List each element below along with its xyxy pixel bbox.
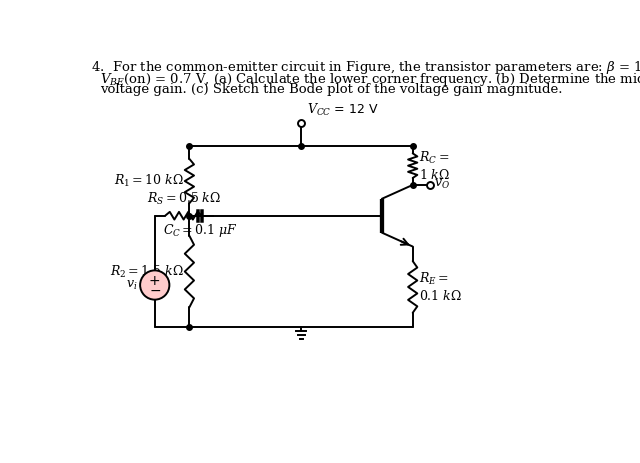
- Text: $v_i$: $v_i$: [125, 278, 137, 292]
- Circle shape: [140, 270, 170, 300]
- Text: $C_C = 0.1\ \mu F$: $C_C = 0.1\ \mu F$: [163, 222, 237, 239]
- Text: $V_{CC}$ = 12 V: $V_{CC}$ = 12 V: [307, 102, 379, 118]
- Text: $v_O$: $v_O$: [435, 178, 451, 192]
- Text: $R_1 = 10\ k\Omega$: $R_1 = 10\ k\Omega$: [113, 173, 183, 189]
- Text: $R_C =$
$1\ k\Omega$: $R_C =$ $1\ k\Omega$: [419, 150, 450, 182]
- Text: voltage gain. (c) Sketch the Bode plot of the voltage gain magnitude.: voltage gain. (c) Sketch the Bode plot o…: [100, 82, 563, 95]
- Text: $R_E =$
$0.1\ k\Omega$: $R_E =$ $0.1\ k\Omega$: [419, 271, 462, 303]
- Text: $V_{BE}$(on) = 0.7 V, (a) Calculate the lower corner frequency. (b) Determine th: $V_{BE}$(on) = 0.7 V, (a) Calculate the …: [100, 71, 640, 88]
- Text: $R_S = 0.5\ k\Omega$: $R_S = 0.5\ k\Omega$: [147, 191, 221, 207]
- Text: 4.  For the common-emitter circuit in Figure, the transistor parameters are: $\b: 4. For the common-emitter circuit in Fig…: [91, 59, 640, 76]
- Text: $-$: $-$: [148, 282, 161, 297]
- Text: +: +: [149, 274, 161, 288]
- Text: $R_2 = 1.5\ k\Omega$: $R_2 = 1.5\ k\Omega$: [109, 263, 183, 280]
